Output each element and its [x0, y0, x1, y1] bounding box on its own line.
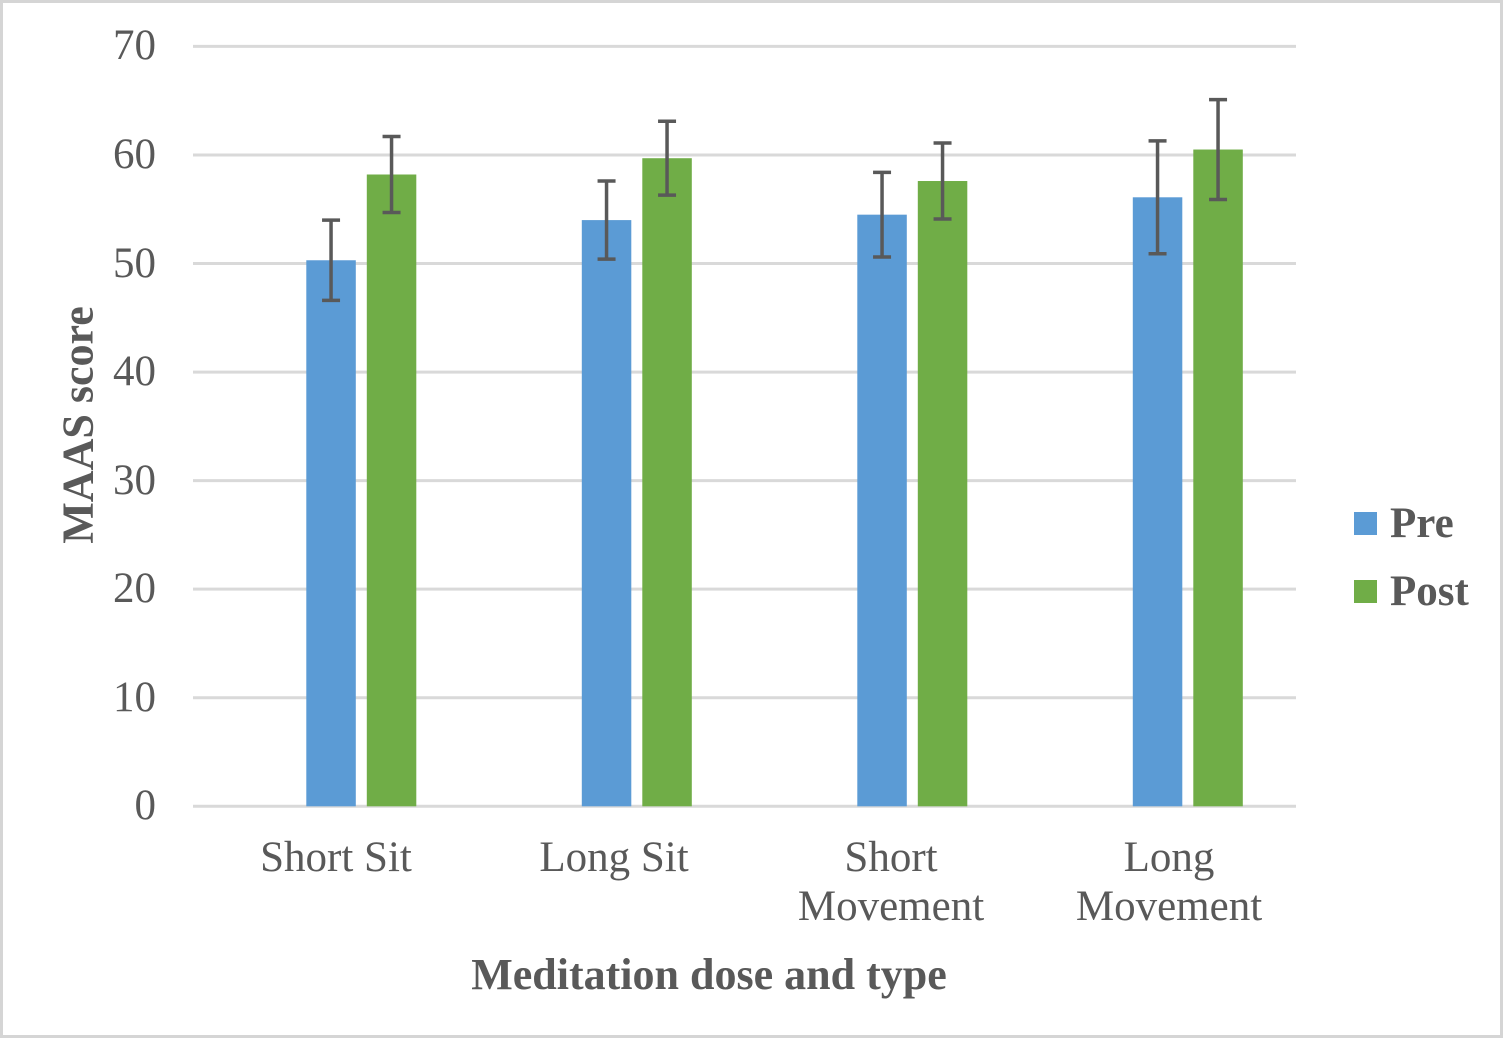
y-tick-label-70: 70: [113, 22, 156, 70]
bar-post-3: [1193, 149, 1243, 807]
bar-chart-plot-area: [193, 44, 1296, 808]
bar-pre-0: [306, 260, 356, 807]
legend-swatch-pre: [1354, 512, 1377, 535]
bar-pre-2: [857, 214, 907, 807]
bar-post-1: [642, 158, 692, 807]
legend-label-post: Post: [1390, 568, 1469, 615]
legend-swatch-post: [1354, 580, 1377, 603]
y-tick-label-20: 20: [113, 565, 156, 613]
x-axis-title: Meditation dose and type: [471, 950, 947, 999]
y-axis-title: MAAS score: [53, 306, 103, 544]
bar-pre-3: [1132, 197, 1183, 807]
y-tick-label-30: 30: [113, 456, 156, 504]
y-tick-label-50: 50: [113, 239, 156, 287]
legend-entry-pre: Pre: [1354, 501, 1454, 546]
y-tick-label-10: 10: [113, 673, 156, 721]
legend-label-pre: Pre: [1390, 500, 1454, 547]
x-category-label-long-movement: Long Movement: [1075, 834, 1263, 930]
bar-post-0: [366, 174, 417, 807]
y-tick-label-60: 60: [113, 130, 156, 178]
x-category-label-long-sit: Long Sit: [539, 834, 689, 881]
x-category-label-short-sit: Short Sit: [260, 834, 412, 881]
y-tick-label-0: 0: [134, 782, 157, 830]
legend-entry-post: Post: [1354, 569, 1469, 614]
bar-pre-1: [581, 220, 632, 807]
bar-post-2: [917, 181, 968, 807]
y-tick-label-40: 40: [113, 348, 156, 396]
x-category-label-short-movement: Short Movement: [797, 834, 985, 930]
